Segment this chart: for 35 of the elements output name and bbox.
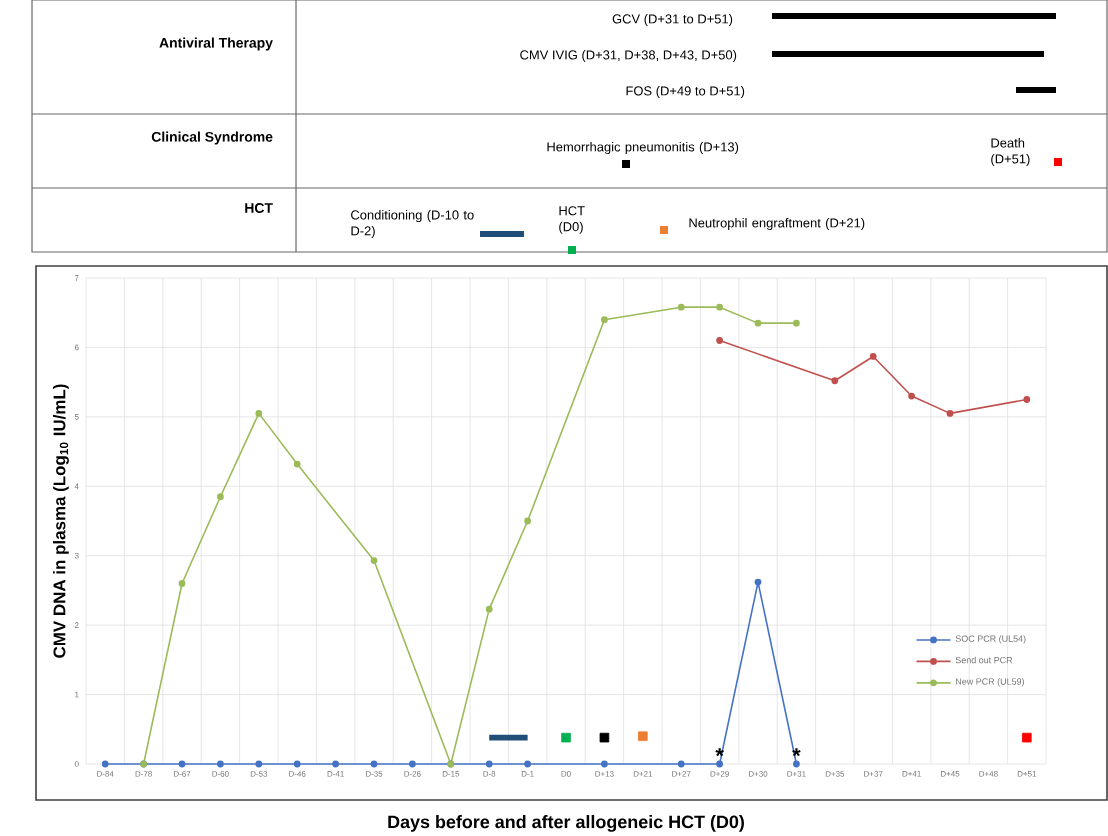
y-axis-title: CMV DNA in plasma (Log$_{10}$ IU/mL)	[52, 384, 69, 658]
point	[217, 760, 224, 768]
point	[332, 760, 340, 768]
point	[485, 605, 493, 613]
point	[524, 760, 532, 768]
point	[524, 517, 532, 525]
point	[754, 578, 762, 586]
point	[1023, 396, 1031, 403]
point	[293, 460, 301, 468]
point	[869, 353, 877, 360]
point	[601, 316, 608, 324]
point	[485, 760, 493, 768]
point	[255, 760, 263, 768]
point	[754, 319, 762, 327]
point	[946, 410, 954, 417]
point	[677, 760, 685, 768]
point	[178, 580, 186, 587]
point	[793, 319, 800, 327]
point	[255, 410, 263, 417]
point	[370, 557, 378, 564]
point	[178, 760, 186, 768]
point	[601, 760, 608, 768]
point	[370, 760, 378, 768]
point	[716, 760, 724, 768]
point	[677, 303, 685, 311]
point	[716, 303, 724, 311]
point	[716, 337, 724, 344]
point	[293, 760, 301, 768]
x-axis-title: Days before and after allogeneic HCT (D0)	[388, 815, 744, 832]
point	[793, 760, 800, 768]
point	[409, 760, 416, 768]
point	[101, 760, 109, 768]
point	[831, 377, 839, 385]
point	[908, 392, 916, 400]
point	[217, 493, 224, 501]
